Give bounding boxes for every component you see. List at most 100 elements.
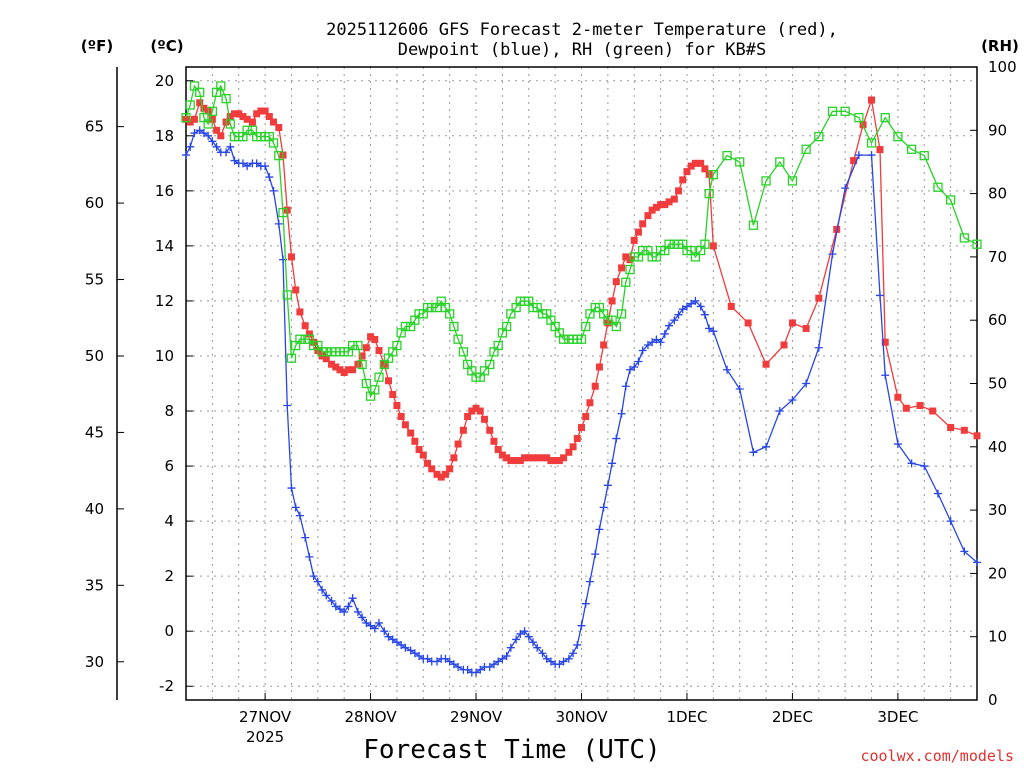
rh-tick-label: 0 bbox=[988, 691, 998, 709]
dewpoint-point bbox=[348, 594, 357, 603]
temperature-point bbox=[213, 126, 221, 134]
temperature-point bbox=[322, 355, 330, 363]
rh-point bbox=[638, 245, 648, 256]
rh-point bbox=[501, 321, 512, 332]
temperature-point bbox=[727, 302, 735, 310]
dewpoint-point bbox=[362, 618, 371, 627]
dewpoint-point bbox=[762, 442, 771, 451]
temperature-point bbox=[547, 457, 555, 465]
dewpoint-point bbox=[775, 407, 784, 416]
dewpoint-point bbox=[691, 296, 700, 305]
temperature-point bbox=[200, 104, 208, 112]
dewpoint-point bbox=[182, 151, 190, 160]
temperature-point bbox=[868, 96, 876, 104]
dewpoint-point bbox=[208, 137, 217, 146]
rh-point bbox=[611, 321, 621, 332]
celsius-tick-label: 14 bbox=[155, 237, 174, 255]
rh-point bbox=[840, 106, 850, 116]
dewpoint-point bbox=[380, 627, 389, 636]
temperature-point bbox=[876, 146, 884, 154]
temperature-point bbox=[340, 368, 348, 376]
dewpoint-point bbox=[656, 338, 665, 347]
temperature-point bbox=[411, 437, 419, 445]
rh-line bbox=[185, 84, 978, 398]
rh-point bbox=[690, 252, 701, 262]
grid-lines bbox=[186, 67, 977, 700]
dewpoint-point bbox=[867, 151, 876, 160]
temperature-point bbox=[569, 443, 577, 451]
temperature-point bbox=[525, 454, 533, 462]
temperature-point bbox=[595, 363, 603, 371]
temperature-point bbox=[533, 454, 541, 462]
temperature-point bbox=[486, 426, 494, 434]
x-tick-label: 27NOV bbox=[239, 708, 292, 726]
temperature-point bbox=[639, 220, 647, 228]
dewpoint-point bbox=[569, 649, 578, 658]
dewpoint-point bbox=[384, 632, 393, 641]
temperature-point bbox=[521, 454, 529, 462]
dewpoint-point bbox=[638, 346, 647, 355]
dewpoint-point bbox=[705, 324, 714, 333]
x-tick-sublabel: 2025 bbox=[246, 728, 284, 746]
celsius-unit-label: (ºC) bbox=[150, 37, 183, 55]
dewpoint-point bbox=[222, 148, 231, 157]
rh-point bbox=[814, 131, 824, 142]
temperature-point bbox=[441, 470, 449, 478]
celsius-tick-label: 10 bbox=[155, 347, 174, 365]
rh-point bbox=[708, 169, 718, 180]
rh-point bbox=[268, 138, 279, 148]
rh-point bbox=[775, 157, 785, 167]
temperature-point bbox=[472, 404, 480, 412]
fahrenheit-tick-label: 45 bbox=[85, 423, 104, 441]
rh-point bbox=[761, 176, 771, 186]
rh-point bbox=[321, 347, 331, 357]
temperature-point bbox=[691, 159, 699, 167]
dewpoint-point bbox=[608, 459, 617, 468]
temperature-point bbox=[358, 352, 366, 360]
series-temperature bbox=[182, 96, 981, 481]
tick-labels: 20181614121086420-2656055504540353010090… bbox=[85, 58, 1017, 746]
temperature-point bbox=[424, 459, 432, 467]
temperature-point bbox=[802, 324, 810, 332]
temperature-point bbox=[231, 110, 239, 118]
dewpoint-point bbox=[573, 640, 582, 649]
dewpoint-point bbox=[449, 660, 458, 669]
dewpoint-point bbox=[406, 646, 415, 655]
dewpoint-point bbox=[186, 142, 195, 151]
rh-point bbox=[906, 144, 917, 154]
dewpoint-point bbox=[309, 572, 318, 581]
dewpoint-point bbox=[274, 219, 283, 228]
dewpoint-point bbox=[318, 585, 327, 594]
dewpoint-point bbox=[476, 665, 485, 674]
dewpoint-point bbox=[564, 654, 573, 663]
temperature-point bbox=[687, 162, 695, 170]
dewpoint-point bbox=[392, 638, 401, 647]
temperature-point bbox=[305, 330, 313, 338]
temperature-point bbox=[612, 278, 620, 286]
rh-point bbox=[400, 321, 411, 332]
dewpoint-point bbox=[445, 657, 454, 666]
temperature-point bbox=[850, 157, 858, 165]
dewpoint-point bbox=[626, 365, 635, 374]
temperature-point bbox=[644, 212, 652, 220]
temperature-point bbox=[375, 346, 383, 354]
temperature-point bbox=[301, 322, 309, 330]
temperature-point bbox=[902, 404, 910, 412]
temperature-point bbox=[929, 407, 937, 415]
rh-point bbox=[585, 309, 595, 319]
dewpoint-point bbox=[230, 156, 239, 165]
dewpoint-point bbox=[621, 382, 630, 391]
temperature-point bbox=[507, 457, 515, 465]
temperature-point bbox=[538, 454, 546, 462]
rh-tick-label: 50 bbox=[988, 375, 1007, 393]
temperature-point bbox=[652, 203, 660, 211]
dewpoint-point bbox=[353, 607, 362, 616]
dewpoint-point bbox=[533, 643, 542, 652]
temperature-point bbox=[881, 338, 889, 346]
dewpoint-point bbox=[485, 662, 494, 671]
rh-unit-label: (RH) bbox=[981, 37, 1019, 55]
dewpoint-point bbox=[287, 484, 296, 493]
temperature-point bbox=[947, 424, 955, 432]
x-tick-label: 30NOV bbox=[555, 708, 608, 726]
dewpoint-point bbox=[265, 173, 274, 182]
